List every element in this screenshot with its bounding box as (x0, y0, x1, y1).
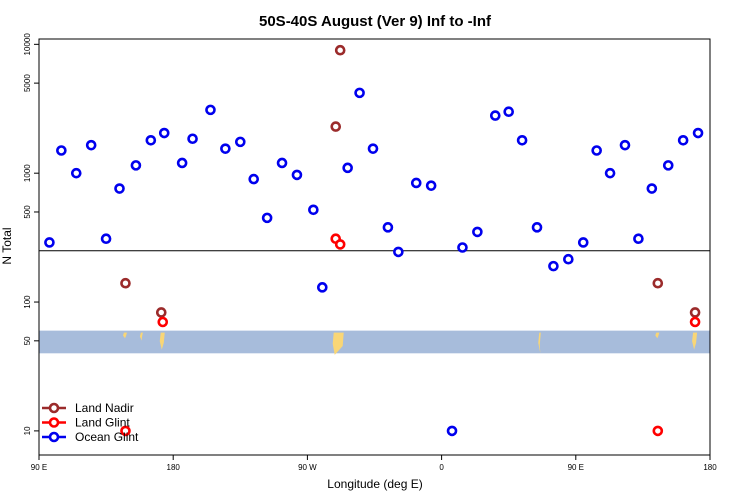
ocean-glint-point (85, 139, 97, 151)
ocean-glint-point (633, 233, 644, 245)
plot-frame (38, 38, 711, 456)
ocean-glint-point (44, 237, 55, 248)
land-glint-point (157, 316, 169, 328)
ocean-glint-point (382, 222, 394, 233)
ocean-glint-point (276, 157, 288, 169)
ocean-glint-point (393, 246, 404, 258)
land-nadir-point (120, 277, 131, 289)
ocean-glint-point (516, 134, 528, 146)
land-glint-point (689, 316, 701, 328)
legend-label-ocean-glint: Ocean Glint (75, 430, 139, 444)
ocean-glint-point (130, 160, 142, 171)
land-nadir-point (330, 121, 342, 132)
y-tick-label: 10 (23, 426, 32, 435)
x-tick-label: 0 (439, 463, 444, 472)
ocean-glint-point (472, 226, 483, 238)
ocean-glint-point (646, 183, 658, 194)
y-axis-label: N Total (0, 227, 14, 264)
x-tick-label: 90 E (31, 463, 47, 472)
land-nadir-point (155, 307, 167, 318)
ocean-glint-point (342, 162, 353, 174)
ocean-glint-point (187, 133, 198, 145)
ocean-glint-point (205, 104, 216, 116)
legend-marker-ocean-glint (48, 431, 60, 443)
ocean-glint-point (220, 143, 231, 154)
ocean-glint-point (563, 253, 574, 265)
ocean-glint-point (692, 127, 704, 139)
ocean-glint-point (261, 212, 273, 224)
ocean-glint-point (308, 204, 319, 216)
land-nadir-point (689, 307, 701, 318)
ocean-glint-point (158, 127, 170, 139)
ocean-glint-point (604, 167, 616, 179)
land-patch (159, 332, 165, 350)
ocean-glint-point (531, 222, 543, 233)
ocean-glint-point (591, 145, 602, 156)
ocean-glint-point (677, 134, 689, 146)
ocean-glint-point (354, 87, 365, 99)
land-patch (332, 332, 344, 355)
land-patch (538, 332, 541, 354)
land-mask-band (39, 330, 710, 354)
y-tick-label: 500 (23, 205, 32, 219)
ocean-glint-point (577, 237, 589, 248)
ocean-glint-point (235, 136, 246, 148)
land-patch (139, 332, 143, 341)
x-axis-label: Longitude (deg E) (327, 477, 422, 491)
y-tick-label: 10000 (23, 33, 32, 56)
y-tick-label: 5000 (23, 74, 32, 92)
ocean-glint-point (70, 167, 82, 179)
land-patch (692, 332, 698, 350)
land-nadir-point (652, 277, 664, 289)
chart-title: 50S-40S August (Ver 9) Inf to -Inf (259, 13, 492, 30)
x-tick-label: 180 (703, 463, 717, 472)
legend-marker-land-nadir (48, 402, 60, 414)
land-nadir-point (334, 44, 346, 56)
land-patch (122, 332, 127, 339)
ocean-glint-point (503, 106, 515, 118)
x-tick-label: 90 E (568, 463, 584, 472)
legend-label-land-glint: Land Glint (75, 416, 130, 430)
ocean-glint-point (425, 180, 437, 191)
ocean-glint-point (662, 160, 674, 171)
ocean-glint-point (489, 110, 501, 121)
y-tick-label: 100 (23, 295, 32, 309)
land-patch (655, 332, 660, 339)
ocean-glint-point (446, 425, 458, 437)
ocean-glint-point (619, 139, 631, 151)
ocean-glint-point (317, 282, 328, 293)
land-glint-point (652, 425, 664, 437)
ocean-glint-point (291, 169, 303, 181)
ocean-glint-point (410, 177, 422, 189)
land-glint-point (334, 239, 346, 250)
land-glint-point (120, 425, 131, 437)
ocean-glint-point (548, 260, 559, 272)
legend-marker-land-glint (48, 417, 60, 428)
x-tick-label: 180 (167, 463, 181, 472)
ocean-glint-point (176, 157, 188, 169)
legend-label-land-nadir: Land Nadir (75, 401, 134, 415)
ocean-glint-point (100, 233, 112, 245)
y-tick-label: 1000 (23, 164, 32, 182)
ocean-glint-point (367, 143, 379, 154)
x-tick-label: 90 W (298, 463, 317, 472)
ocean-glint-point (56, 145, 67, 156)
y-tick-label: 50 (23, 336, 32, 345)
ocean-glint-point (145, 134, 157, 146)
ocean-glint-point (248, 173, 260, 185)
ocean-glint-point (457, 242, 468, 253)
ocean-glint-point (114, 183, 125, 194)
plot-area: 90 E 180 90 W 0 90 E 180 10 50 100 500 1000 5000 100… (23, 33, 717, 472)
